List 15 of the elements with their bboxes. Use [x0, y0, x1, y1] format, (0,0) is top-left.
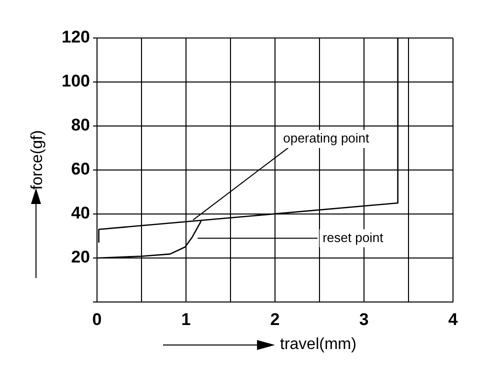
y-tick-label: 20	[71, 248, 90, 267]
annotation: reset point	[322, 230, 384, 245]
annotation: operating point	[283, 130, 370, 146]
x-tick-label: 4	[448, 310, 458, 329]
x-tick-label: 0	[92, 310, 102, 329]
x-tick-label: 3	[359, 310, 369, 329]
y-tick-label: 40	[71, 204, 90, 223]
y-axis-title: force(gf)	[29, 130, 47, 190]
y-tick-label: 120	[62, 28, 90, 47]
y-tick-label: 60	[71, 160, 90, 179]
x-tick-label: 2	[270, 310, 280, 329]
x-tick-label: 1	[181, 310, 191, 329]
y-tick-label: 100	[62, 72, 90, 91]
x-axis-title: travel(mm)	[280, 336, 356, 354]
y-tick-label: 80	[71, 116, 90, 135]
